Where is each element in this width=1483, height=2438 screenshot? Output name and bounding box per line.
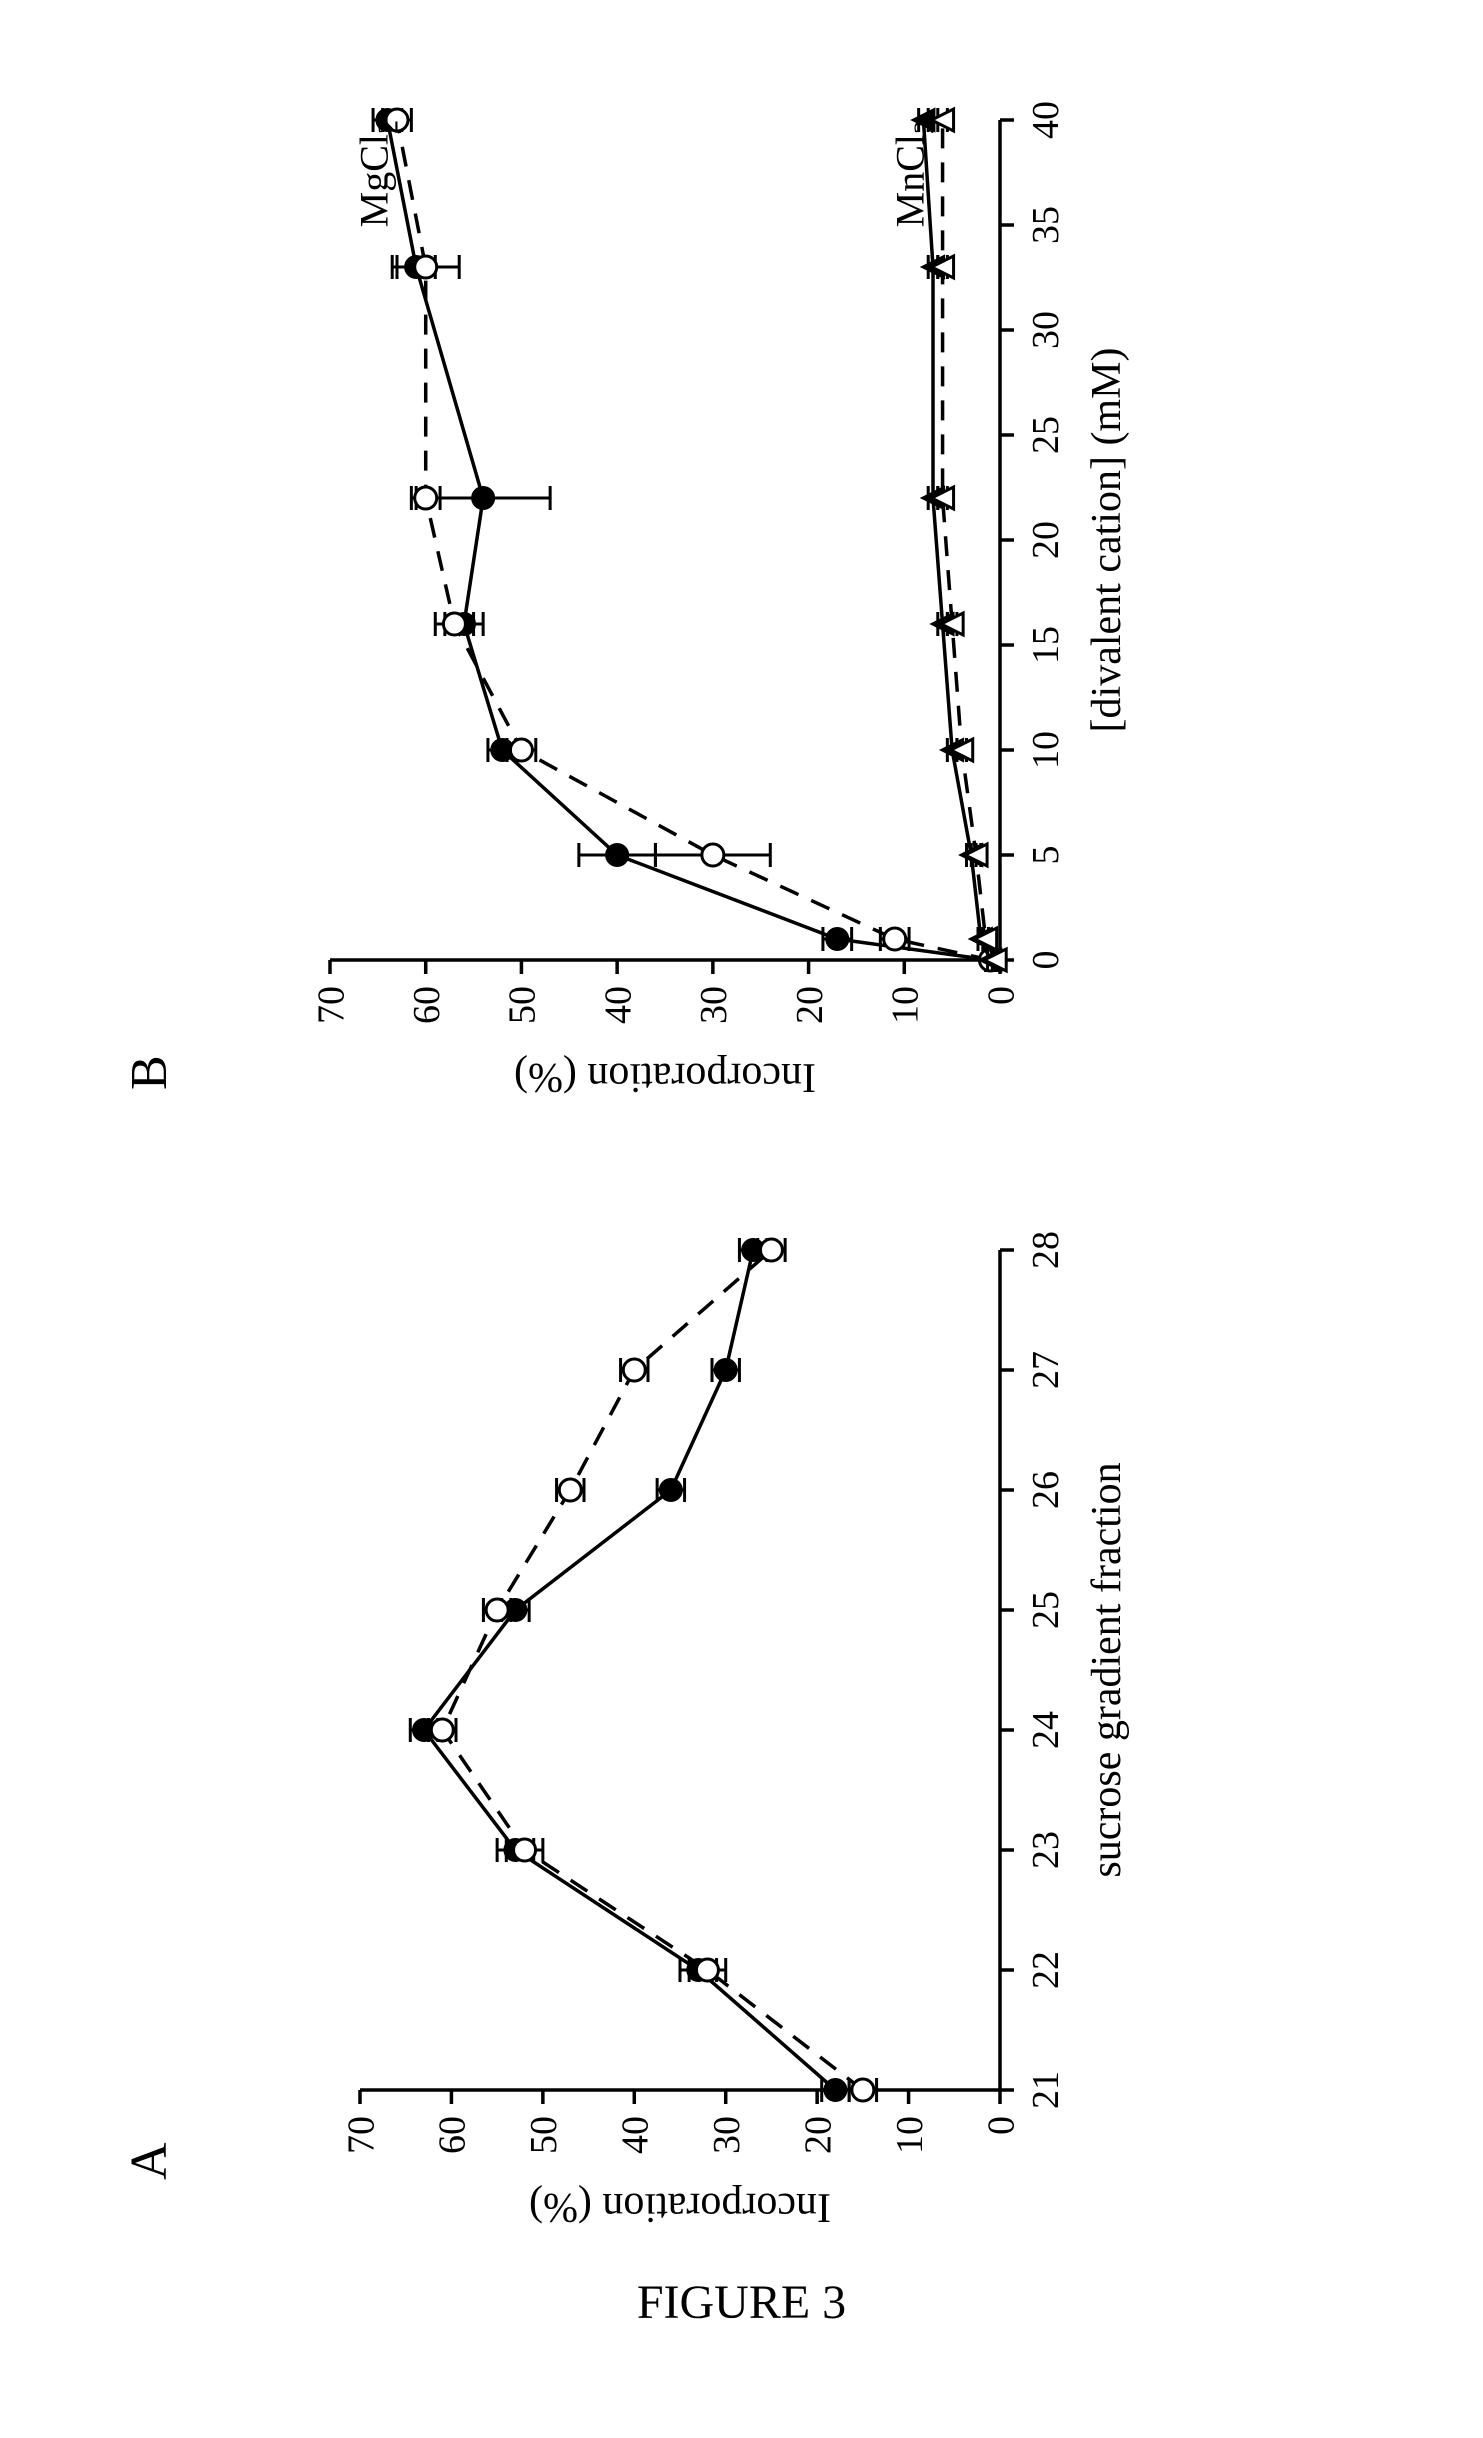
svg-text:0: 0 [1025,951,1067,970]
svg-text:0: 0 [980,2116,1022,2135]
svg-text:5: 5 [1025,846,1067,865]
chart-a: 0102030405060702122232425262728sucrose g… [150,1260,1250,2260]
svg-text:MnCl2: MnCl2 [887,120,940,227]
svg-text:22: 22 [1025,1951,1067,1989]
svg-text:70: 70 [340,2116,382,2154]
svg-text:24: 24 [1025,1711,1067,1749]
svg-text:70: 70 [310,986,352,1024]
svg-text:10: 10 [1025,731,1067,769]
svg-text:40: 40 [597,986,639,1024]
svg-text:Incorporation (%): Incorporation (%) [514,1054,816,1100]
svg-text:40: 40 [1025,101,1067,139]
chart-b: 0 10 20 30 40 50 60 70 0 5 10 15 20 25 30 35 40 [divalent… [150,100,1250,1160]
svg-text:25: 25 [1025,416,1067,454]
svg-text:30: 30 [1025,311,1067,349]
svg-text:[divalent cation] (mM): [divalent cation] (mM) [1084,348,1130,733]
svg-text:30: 30 [706,2116,748,2154]
svg-text:20: 20 [789,986,831,1024]
svg-text:35: 35 [1025,206,1067,244]
svg-text:sucrose gradient fraction: sucrose gradient fraction [1084,1462,1130,1877]
svg-text:21: 21 [1025,2071,1067,2109]
svg-text:Incorporation (%): Incorporation (%) [529,2184,831,2230]
svg-text:60: 60 [406,986,448,1024]
svg-text:10: 10 [889,2116,931,2154]
svg-text:50: 50 [502,986,544,1024]
svg-text:27: 27 [1025,1351,1067,1389]
svg-text:0: 0 [980,986,1022,1005]
svg-text:30: 30 [693,986,735,1024]
svg-text:50: 50 [523,2116,565,2154]
svg-text:40: 40 [615,2116,657,2154]
svg-text:10: 10 [885,986,927,1024]
svg-text:15: 15 [1025,626,1067,664]
panel-b: B 0102030405060700510152025303540[divale… [150,100,1250,1160]
figure-caption: FIGURE 3 [0,2275,1483,2330]
svg-text:28: 28 [1025,1231,1067,1269]
svg-text:23: 23 [1025,1831,1067,1869]
svg-text:26: 26 [1025,1471,1067,1509]
svg-text:20: 20 [1025,521,1067,559]
svg-text:25: 25 [1025,1591,1067,1629]
svg-text:60: 60 [432,2116,474,2154]
panel-a: A 0102030405060702122232425262728sucrose… [150,1260,1250,2260]
svg-text:20: 20 [797,2116,839,2154]
